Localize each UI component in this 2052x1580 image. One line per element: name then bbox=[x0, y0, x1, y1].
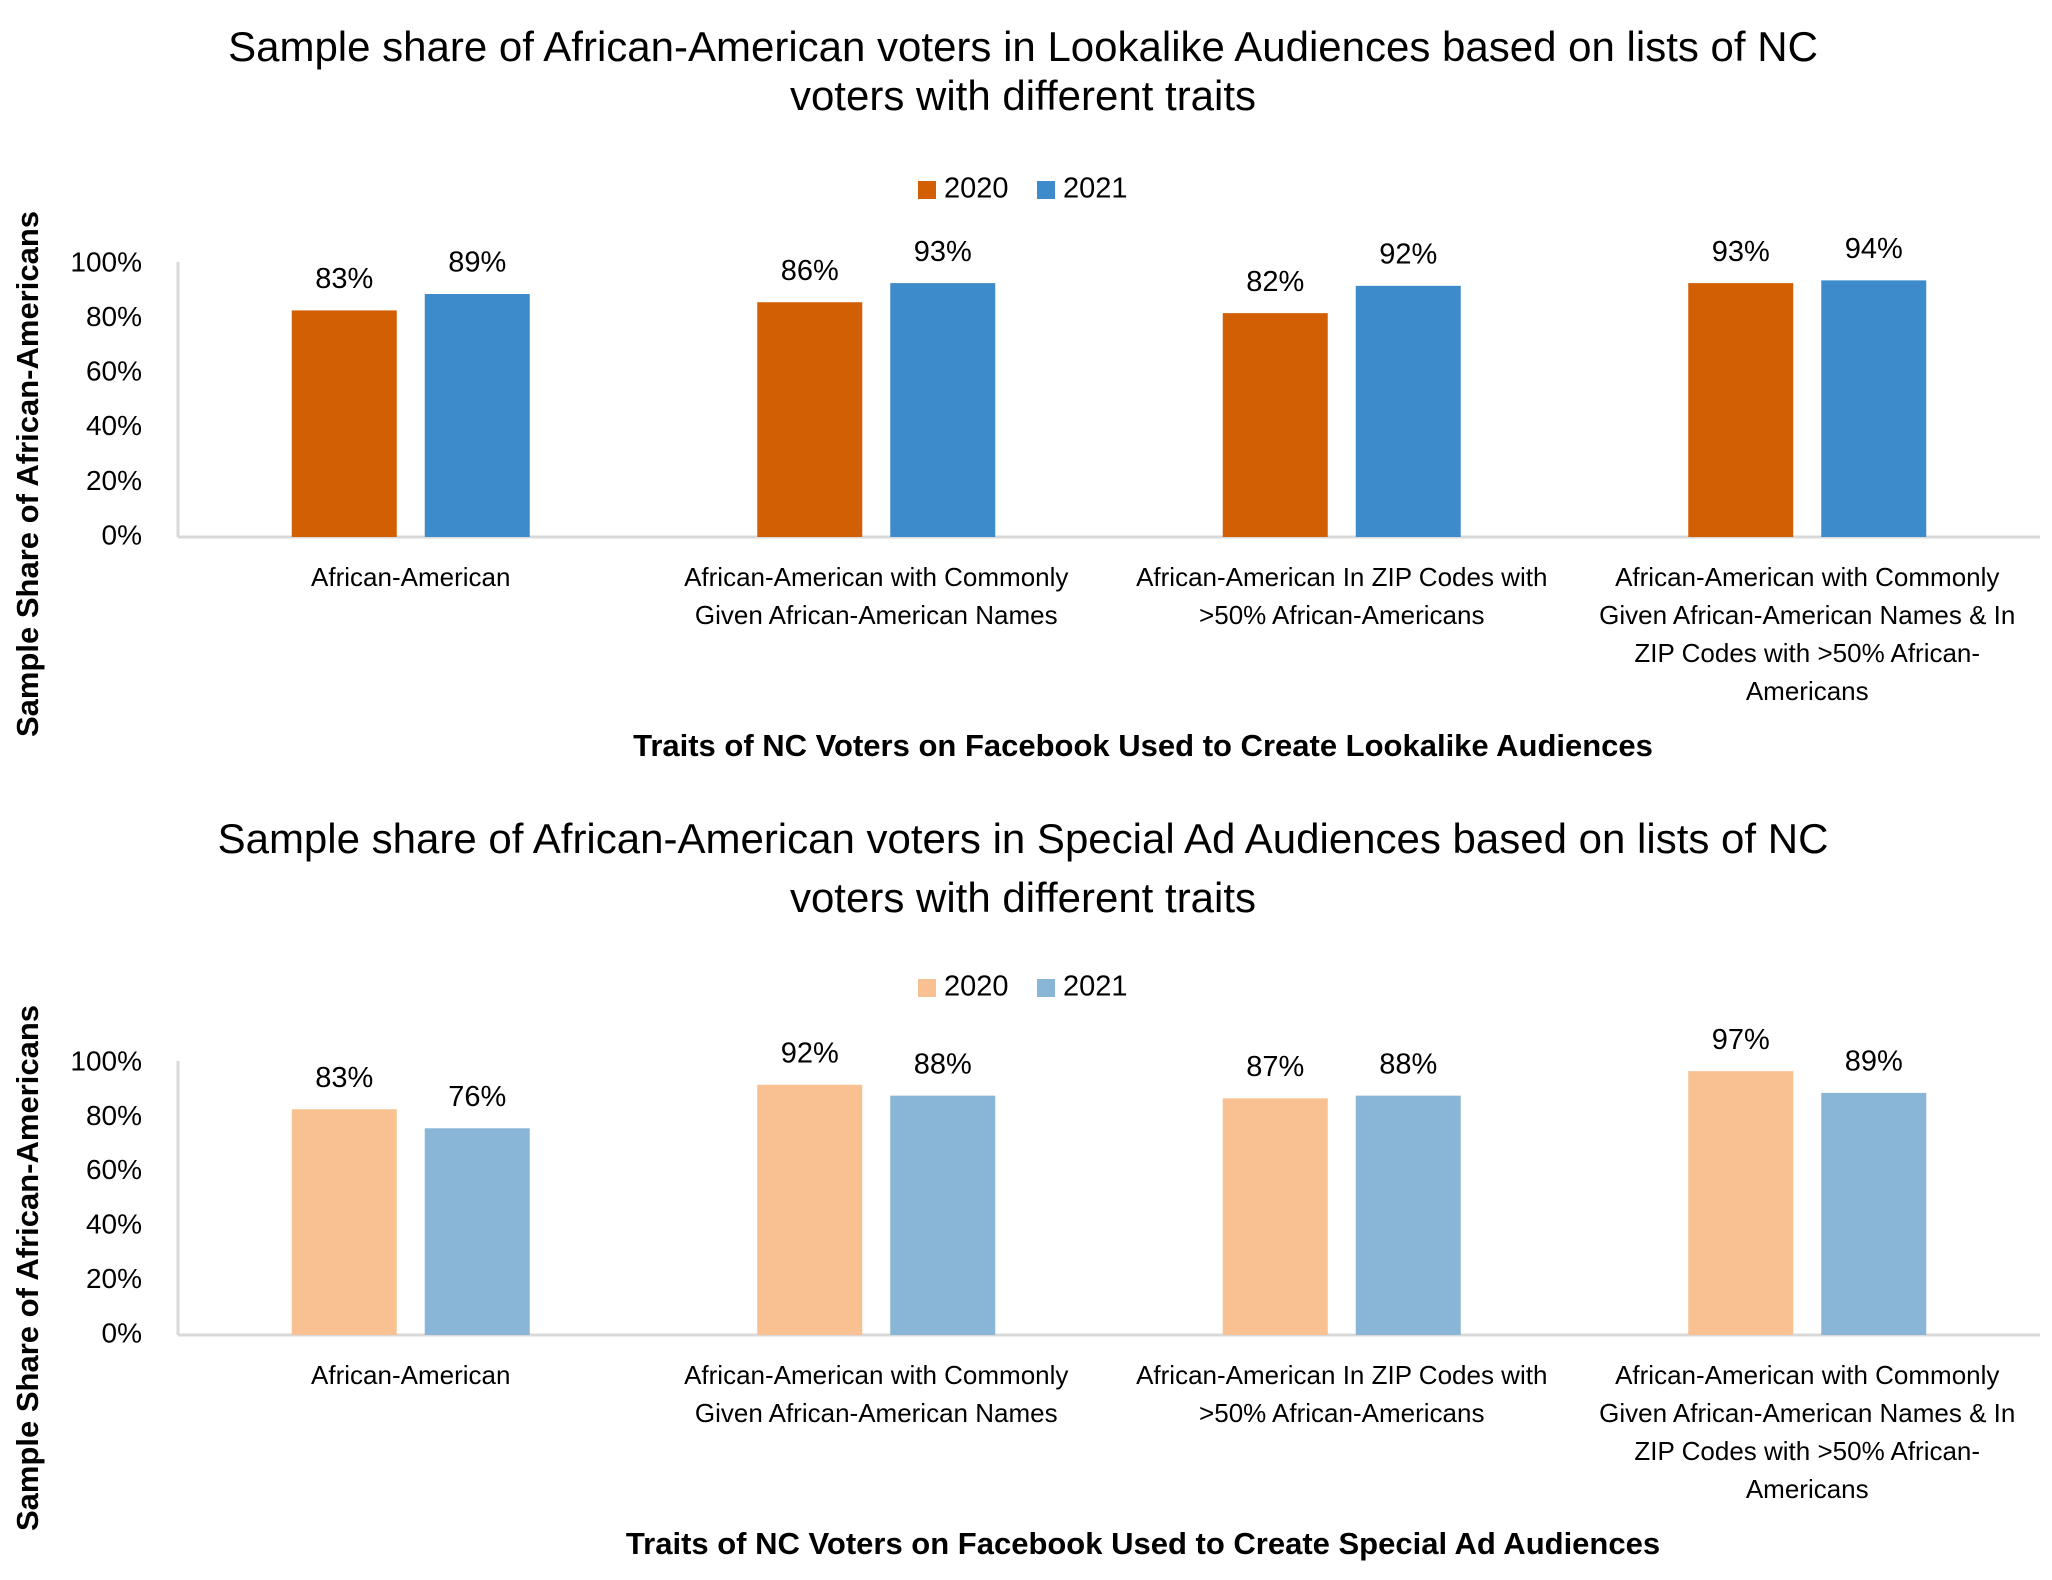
x-category-label: Americans bbox=[1746, 1474, 1869, 1504]
y-tick-label: 60% bbox=[86, 356, 142, 387]
x-category-label: Given African-American Names bbox=[695, 1398, 1058, 1428]
x-category-label: African-American In ZIP Codes with bbox=[1136, 562, 1547, 592]
legend-swatch-2021 bbox=[1037, 181, 1055, 199]
bar-2021-3 bbox=[1355, 285, 1461, 537]
x-category-label: Given African-American Names & In bbox=[1599, 1398, 2015, 1428]
data-label: 86% bbox=[781, 255, 839, 287]
bar-2020-4 bbox=[1688, 1071, 1794, 1335]
data-label: 83% bbox=[315, 263, 373, 295]
y-tick-label: 20% bbox=[86, 465, 142, 496]
legend-label: 2020 bbox=[944, 971, 1009, 1003]
chart-title: voters with different traits bbox=[790, 874, 1256, 921]
bar-2021-1 bbox=[424, 1128, 530, 1335]
data-label: 92% bbox=[781, 1037, 839, 1069]
chart-title: Sample share of African-American voters … bbox=[228, 23, 1818, 70]
y-tick-label: 100% bbox=[70, 1045, 142, 1076]
bar-2020-4 bbox=[1688, 283, 1794, 537]
y-tick-label: 80% bbox=[86, 301, 142, 332]
x-category-label: African-American with Commonly bbox=[684, 562, 1068, 592]
y-tick-label: 0% bbox=[102, 519, 142, 550]
legend-label: 2021 bbox=[1063, 971, 1128, 1003]
data-label: 93% bbox=[914, 236, 972, 268]
x-category-label: African-American bbox=[311, 562, 510, 592]
data-label: 82% bbox=[1246, 266, 1304, 298]
bar-2020-3 bbox=[1222, 313, 1328, 537]
bar-2021-2 bbox=[890, 283, 996, 537]
x-category-label: >50% African-Americans bbox=[1199, 600, 1484, 630]
y-tick-label: 80% bbox=[86, 1100, 142, 1131]
x-axis-title: Traits of NC Voters on Facebook Used to … bbox=[633, 728, 1653, 763]
x-category-label: Americans bbox=[1746, 676, 1869, 706]
data-label: 92% bbox=[1379, 238, 1437, 270]
data-label: 88% bbox=[914, 1048, 972, 1080]
y-tick-label: 60% bbox=[86, 1154, 142, 1185]
bar-2020-2 bbox=[757, 302, 863, 537]
y-tick-label: 40% bbox=[86, 410, 142, 441]
bar-2021-1 bbox=[424, 294, 530, 537]
x-category-label: >50% African-Americans bbox=[1199, 1398, 1484, 1428]
data-label: 89% bbox=[1845, 1046, 1903, 1078]
legend-swatch-2020 bbox=[918, 979, 936, 997]
bar-2020-1 bbox=[291, 1109, 397, 1335]
bar-2021-4 bbox=[1821, 280, 1927, 537]
chart-1: Sample share of African-American voters … bbox=[10, 23, 2040, 763]
y-axis-title: Sample Share of African-Americans bbox=[10, 211, 45, 737]
x-category-label: African-American with Commonly bbox=[1615, 562, 1999, 592]
y-tick-label: 100% bbox=[70, 246, 142, 277]
bar-2020-2 bbox=[757, 1084, 863, 1335]
bar-2021-2 bbox=[890, 1095, 996, 1335]
chart-2: Sample share of African-American voters … bbox=[10, 815, 2040, 1561]
x-axis-title: Traits of NC Voters on Facebook Used to … bbox=[626, 1526, 1660, 1561]
x-category-label: African-American with Commonly bbox=[684, 1360, 1068, 1390]
x-category-label: ZIP Codes with >50% African- bbox=[1634, 1436, 1980, 1466]
x-category-label: Given African-American Names bbox=[695, 600, 1058, 630]
data-label: 76% bbox=[448, 1081, 506, 1113]
bar-2020-1 bbox=[291, 310, 397, 537]
y-tick-label: 0% bbox=[102, 1317, 142, 1348]
bar-2020-3 bbox=[1222, 1098, 1328, 1335]
chart-title: voters with different traits bbox=[790, 72, 1256, 119]
x-category-label: ZIP Codes with >50% African- bbox=[1634, 638, 1980, 668]
legend-swatch-2020 bbox=[918, 181, 936, 199]
legend-label: 2020 bbox=[944, 173, 1009, 205]
y-tick-label: 40% bbox=[86, 1209, 142, 1240]
data-label: 83% bbox=[315, 1062, 373, 1094]
bar-2021-3 bbox=[1355, 1095, 1461, 1335]
x-category-label: Given African-American Names & In bbox=[1599, 600, 2015, 630]
data-label: 97% bbox=[1712, 1024, 1770, 1056]
data-label: 88% bbox=[1379, 1048, 1437, 1080]
data-label: 89% bbox=[448, 247, 506, 279]
data-label: 94% bbox=[1845, 233, 1903, 265]
x-category-label: African-American bbox=[311, 1360, 510, 1390]
x-category-label: African-American In ZIP Codes with bbox=[1136, 1360, 1547, 1390]
data-label: 93% bbox=[1712, 236, 1770, 268]
bar-2021-4 bbox=[1821, 1092, 1927, 1335]
legend-swatch-2021 bbox=[1037, 979, 1055, 997]
y-tick-label: 20% bbox=[86, 1263, 142, 1294]
y-axis-title: Sample Share of African-Americans bbox=[10, 1005, 45, 1531]
x-category-label: African-American with Commonly bbox=[1615, 1360, 1999, 1390]
data-label: 87% bbox=[1246, 1051, 1304, 1083]
legend-label: 2021 bbox=[1063, 173, 1128, 205]
chart-title: Sample share of African-American voters … bbox=[218, 815, 1829, 862]
